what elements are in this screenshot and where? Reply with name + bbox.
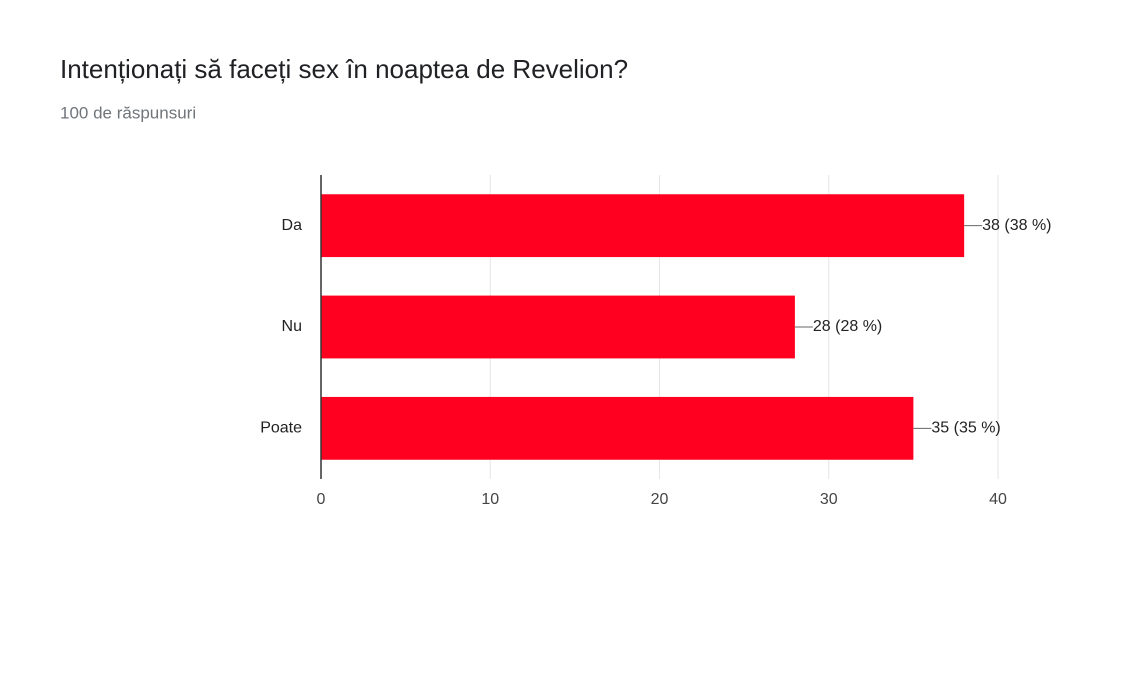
x-tick-label: 20 — [651, 491, 669, 508]
x-tick-label: 10 — [481, 491, 499, 508]
y-tick-label: Nu — [282, 318, 302, 335]
y-tick-label: Da — [282, 217, 303, 234]
y-tick-label: Poate — [260, 420, 302, 437]
value-label: 38 (38 %) — [982, 217, 1051, 234]
chart-title: Intenționați să faceți sex în noaptea de… — [60, 54, 628, 84]
x-tick-label: 30 — [820, 491, 838, 508]
x-tick-label: 0 — [317, 491, 326, 508]
bar — [321, 396, 914, 460]
value-label: 35 (35 %) — [931, 420, 1000, 437]
bar — [321, 194, 965, 258]
x-tick-label: 40 — [989, 491, 1007, 508]
chart-subtitle: 100 de răspunsuri — [60, 103, 196, 122]
bar — [321, 295, 795, 359]
value-label: 28 (28 %) — [813, 318, 882, 335]
